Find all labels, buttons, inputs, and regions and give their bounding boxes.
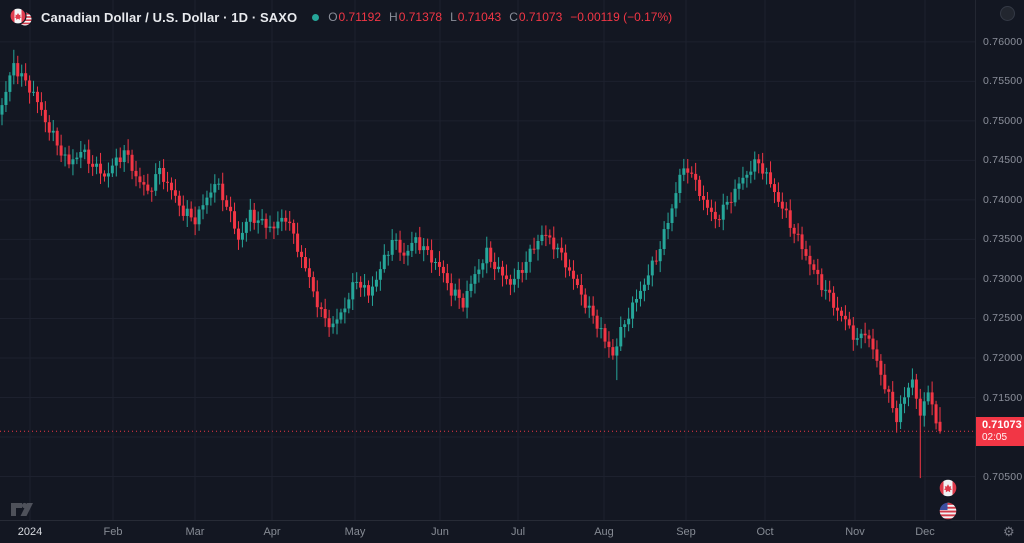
price-tick-label: 0.75500 [983, 75, 1023, 87]
price-tick-label: 0.71500 [983, 392, 1023, 404]
tradingview-logo[interactable] [10, 501, 38, 518]
open-label: O [328, 10, 338, 24]
price-tick-label: 0.72500 [983, 312, 1023, 324]
price-tick-label: 0.74500 [983, 154, 1023, 166]
canada-flag-icon[interactable] [938, 478, 958, 498]
change-value: −0.00119 (−0.17%) [570, 10, 673, 24]
price-tick-label: 0.73000 [983, 273, 1023, 285]
time-tick-label: Apr [263, 526, 281, 538]
price-tick-label: 0.73500 [983, 233, 1023, 245]
symbol-pair-flags-icon [10, 7, 32, 27]
usa-flag-icon[interactable] [938, 501, 958, 521]
close-label: C [509, 10, 518, 24]
price-tick-label: 0.74000 [983, 194, 1023, 206]
bar-countdown: 02:05 [982, 432, 1008, 443]
price-tick-label: 0.72000 [983, 352, 1023, 364]
time-axis[interactable]: 2024 Feb Mar Apr May Jun Jul Aug Sep Oct Nov Dec [0, 520, 1024, 543]
price-tick-label: 0.75000 [983, 115, 1023, 127]
price-axis[interactable]: 0.71073 02:05 0.76000 0.75500 0.75000 0.745… [975, 0, 1024, 520]
price-tick-label: 0.76000 [983, 36, 1023, 48]
time-tick-label: Sep [676, 526, 696, 538]
time-tick-label: Feb [103, 526, 123, 538]
time-tick-label: Dec [915, 526, 935, 538]
time-tick-label: Mar [185, 526, 205, 538]
symbol-title[interactable]: Canadian Dollar / U.S. Dollar · 1D · SAX… [41, 9, 298, 25]
time-tick-year-label: 2024 [17, 526, 43, 538]
time-tick-label: Nov [845, 526, 865, 538]
low-label: L [450, 10, 457, 24]
market-status-icon[interactable] [312, 13, 320, 21]
time-tick-label: May [344, 526, 366, 538]
candlestick-chart[interactable] [0, 0, 975, 520]
pane-controls-icon[interactable] [1000, 6, 1015, 21]
last-price-badge: 0.71073 02:05 [976, 417, 1024, 446]
open-value: 0.71192 [338, 10, 382, 24]
low-value: 0.71043 [457, 10, 502, 24]
ohlc-readout: O 0.71192 H 0.71378 L 0.71043 C 0.71073 −0.0… [328, 10, 672, 24]
price-tick-label: 0.70500 [983, 471, 1023, 483]
time-tick-label: Jun [431, 526, 449, 538]
chart-settings-gear-icon[interactable]: ⚙ [1003, 524, 1015, 539]
high-label: H [389, 10, 398, 24]
time-tick-label: Aug [594, 526, 614, 538]
chart-legend: Canadian Dollar / U.S. Dollar · 1D · SAX… [10, 7, 672, 27]
close-value: 0.71073 [518, 10, 563, 24]
high-value: 0.71378 [398, 10, 443, 24]
last-price-value: 0.71073 [982, 419, 1022, 431]
time-tick-label: Oct [756, 526, 774, 538]
symbol-flags [938, 478, 958, 521]
time-tick-label: Jul [510, 526, 526, 538]
